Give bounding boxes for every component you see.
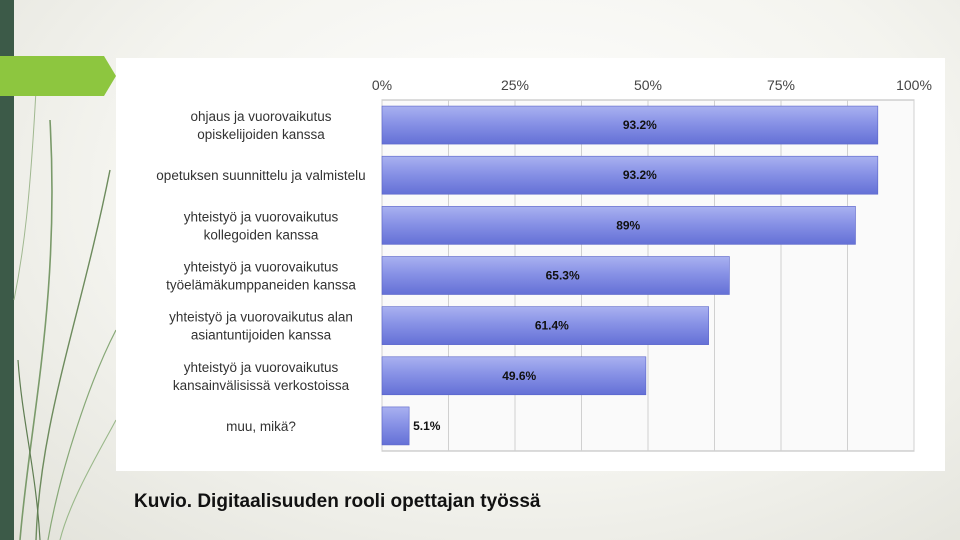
x-tick-label: 100% xyxy=(896,77,932,93)
x-tick-label: 25% xyxy=(501,77,529,93)
category-label: kansainvälisissä verkostoissa xyxy=(173,378,350,393)
category-label: yhteistyö ja vuorovaikutus xyxy=(184,260,339,275)
bar-value-label: 65.3% xyxy=(546,269,580,283)
bar xyxy=(381,105,879,145)
bar xyxy=(381,306,709,345)
category-label: opetuksen suunnittelu ja valmistelu xyxy=(156,168,365,183)
accent-shape xyxy=(0,56,116,96)
slide-side-stripe xyxy=(0,0,14,540)
category-label: yhteistyö ja vuorovaikutus alan xyxy=(169,310,353,325)
x-tick-label: 0% xyxy=(372,77,392,93)
category-label: muu, mikä? xyxy=(226,419,296,434)
bar xyxy=(381,256,730,295)
category-label: asiantuntijoiden kanssa xyxy=(191,328,332,343)
category-label: ohjaus ja vuorovaikutus xyxy=(190,109,331,124)
bar-value-label: 93.2% xyxy=(623,168,657,182)
bar-value-label: 89% xyxy=(616,218,640,232)
bar-chart: 0% 25% 50% 75% 100% 93.2% ohjaus ja vuorovaiku… xyxy=(156,77,932,452)
x-tick-label: 50% xyxy=(634,77,662,93)
bar xyxy=(381,406,410,446)
category-label: työelämäkumppaneiden kanssa xyxy=(166,278,356,293)
category-label: yhteistyö ja vuorovaikutus xyxy=(184,209,339,224)
bar xyxy=(381,356,647,396)
bar-value-label: 61.4% xyxy=(535,319,569,333)
bar-value-label: 5.1% xyxy=(413,419,441,433)
x-tick-label: 75% xyxy=(767,77,795,93)
decorative-leaf-lines xyxy=(13,89,117,540)
category-label: opiskelijoiden kanssa xyxy=(197,127,325,142)
category-label: kollegoiden kanssa xyxy=(204,227,319,242)
category-label: yhteistyö ja vuorovaikutus xyxy=(184,360,339,375)
bar xyxy=(381,206,856,245)
chart-panel: 0% 25% 50% 75% 100% 93.2% ohjaus ja vuorovaiku… xyxy=(116,58,945,471)
green-arrow-accent xyxy=(0,56,116,96)
bar-value-label: 49.6% xyxy=(502,369,536,383)
bar-value-label: 93.2% xyxy=(623,118,657,132)
bar xyxy=(381,155,879,195)
figure-caption: Kuvio. Digitaalisuuden rooli opettajan t… xyxy=(134,491,541,512)
